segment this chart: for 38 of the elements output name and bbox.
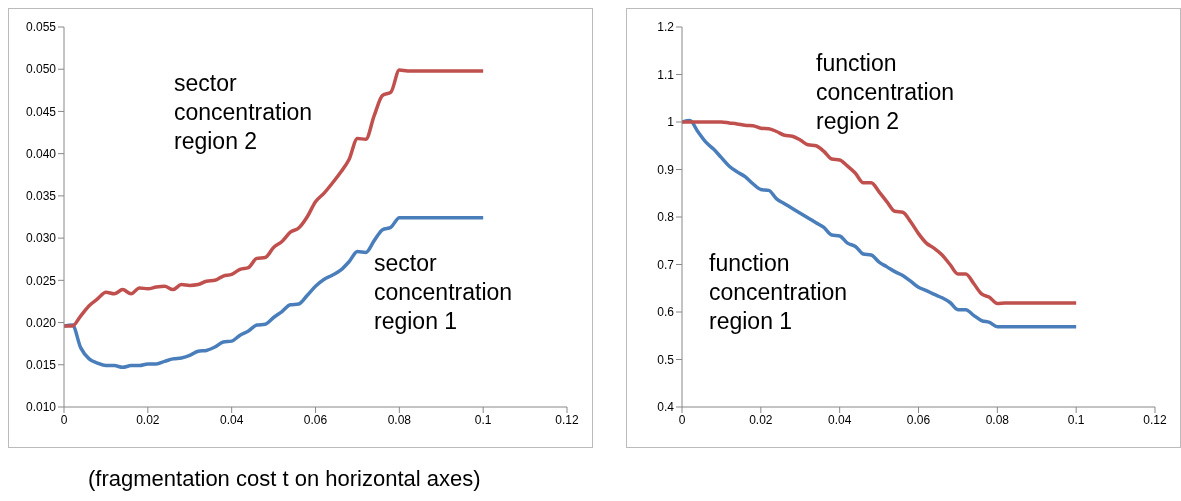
x-tick-label: 0.06 (906, 412, 931, 427)
y-tick-label: 0.8 (657, 210, 675, 225)
text: (fragmentation cost t on horizontal axes) (88, 466, 481, 492)
y-tick-label: 0.010 (25, 400, 57, 415)
x-tick-label: 0.1 (1067, 412, 1085, 427)
y-tick-label: 0.025 (25, 273, 57, 288)
y-tick-label: 1.1 (657, 67, 675, 82)
y-tick-label: 0.035 (25, 189, 57, 204)
y-tick-label: 1 (667, 115, 675, 130)
x-tick-label: 0.12 (1143, 412, 1167, 427)
x-tick-label: 0.06 (303, 412, 328, 427)
y-tick-label: 0.040 (25, 146, 57, 161)
x-tick-label: 0.04 (827, 412, 852, 427)
y-tick-label: 0.050 (25, 62, 57, 77)
y-tick-label: 0.7 (657, 257, 675, 272)
x-tick-label: 0.02 (136, 412, 160, 427)
x-tick-label: 0.02 (749, 412, 773, 427)
y-tick-label: 0.5 (657, 352, 675, 367)
x-tick-label: 0 (678, 412, 686, 427)
y-tick-label: 0.015 (25, 358, 57, 373)
y-tick-label: 0.055 (25, 20, 57, 35)
y-tick-label: 0.020 (25, 315, 57, 330)
y-tick-label: 0.4 (657, 400, 675, 415)
series-label: sector concentration region 1 (374, 249, 513, 336)
x-tick-label: 0.08 (387, 412, 412, 427)
x-tick-label: 0 (60, 412, 68, 427)
y-tick-label: 0.045 (25, 104, 57, 119)
y-tick-label: 0.6 (657, 305, 675, 320)
x-tick-label: 0.08 (985, 412, 1010, 427)
y-tick-label: 0.9 (657, 162, 675, 177)
x-tick-label: 0.04 (219, 412, 244, 427)
series-label: function concentration region 1 (709, 249, 848, 336)
y-tick-label: 0.030 (25, 231, 57, 246)
series-label: function concentration region 2 (816, 49, 955, 136)
series-label: sector concentration region 2 (174, 69, 313, 156)
x-tick-label: 0.12 (555, 412, 579, 427)
x-tick-label: 0.1 (474, 412, 492, 427)
y-tick-label: 1.2 (657, 20, 675, 35)
